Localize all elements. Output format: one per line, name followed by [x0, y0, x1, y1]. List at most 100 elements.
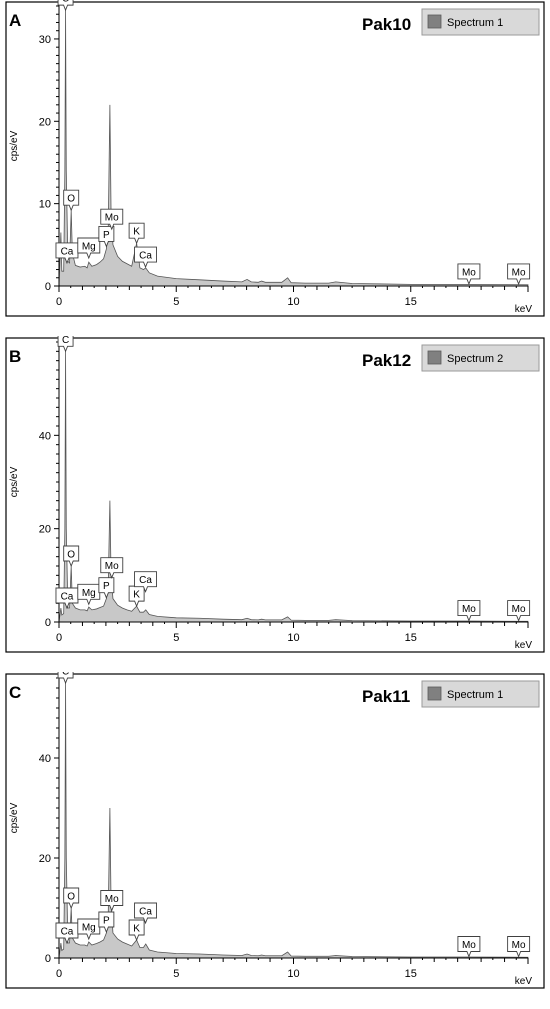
x-tick-label: 15 — [405, 296, 417, 308]
x-tick-label: 5 — [173, 968, 179, 980]
y-axis-label: cps/eV — [9, 130, 20, 161]
x-tick-label: 10 — [287, 632, 299, 644]
peak-annotation: Mo — [507, 936, 531, 958]
spectrum-panel-b: B 0 20 40 0 5 10 15 keV cps/eV Pak12 Spectrum 2 C O Ca… — [0, 336, 550, 666]
peak-annotation: Mo — [507, 263, 531, 286]
y-tick-label: 10 — [39, 199, 51, 211]
legend: Spectrum 1 — [421, 8, 540, 36]
annotation-label: Mg — [82, 588, 96, 599]
spectrum-area — [58, 351, 529, 623]
annotation-label: K — [133, 924, 140, 935]
spectrum-chart-c: C 0 20 40 0 5 10 15 keV cps/eV Pak11 Spectrum 1 C O Ca… — [5, 672, 545, 989]
legend: Spectrum 2 — [421, 344, 540, 372]
peak-annotation: Mo — [100, 208, 124, 231]
peak-annotation: K — [128, 222, 145, 245]
annotation-callout — [63, 887, 80, 910]
y-tick-label: 40 — [39, 753, 51, 765]
annotation-callout — [507, 936, 531, 958]
annotation-label: C — [62, 0, 69, 5]
chart-title: Pak12 — [362, 351, 411, 370]
y-tick-label: 20 — [39, 116, 51, 128]
annotation-label: Mo — [512, 604, 526, 615]
panel-letter: C — [9, 683, 21, 702]
annotation-callout — [57, 672, 74, 685]
annotation-callout — [507, 263, 531, 286]
annotation-callout — [457, 263, 481, 286]
x-tick-label: 15 — [405, 632, 417, 644]
peak-annotation: Mo — [100, 890, 124, 912]
x-tick-label: 5 — [173, 296, 179, 308]
annotation-label: C — [62, 336, 69, 346]
annotation-label: Mo — [512, 940, 526, 951]
annotation-callout — [98, 577, 115, 599]
peak-annotation: C — [57, 336, 74, 353]
panel-letter: A — [9, 11, 21, 30]
x-tick-label: 15 — [405, 968, 417, 980]
spectrum-panel-c: C 0 20 40 0 5 10 15 keV cps/eV Pak11 Spectrum 1 C O Ca… — [0, 672, 550, 1002]
y-tick-label: 20 — [39, 524, 51, 536]
spectrum-panel-a: A 0 10 20 30 0 5 10 15 keV cps/eV Pak10 Spectrum 1 C O… — [0, 0, 550, 330]
plot-frame — [5, 337, 545, 653]
annotation-callout — [457, 936, 481, 958]
spectrum-chart-a: A 0 10 20 30 0 5 10 15 keV cps/eV Pak10 Spectrum 1 C O… — [5, 0, 545, 317]
x-axis-label: keV — [515, 640, 533, 651]
peak-annotation: P — [98, 226, 115, 248]
x-tick-label: 10 — [287, 968, 299, 980]
x-tick-label: 10 — [287, 296, 299, 308]
peak-annotation: Mo — [457, 263, 481, 286]
plot-frame — [5, 673, 545, 989]
panel-letter: B — [9, 347, 21, 366]
annotation-callout — [100, 557, 124, 579]
x-axis-label: keV — [515, 976, 533, 987]
legend-box — [421, 680, 540, 708]
legend-label: Spectrum 1 — [447, 689, 503, 701]
annotation-label: P — [103, 230, 110, 241]
annotation-label: P — [103, 916, 110, 927]
plot-frame — [5, 1, 545, 317]
annotation-callout — [457, 600, 481, 622]
annotation-label: O — [67, 892, 75, 903]
annotation-label: O — [67, 550, 75, 561]
annotation-callout — [63, 189, 80, 212]
peak-annotation: P — [98, 911, 115, 934]
legend: Spectrum 1 — [421, 680, 540, 708]
chart-title: Pak11 — [362, 687, 410, 706]
y-tick-label: 0 — [45, 281, 51, 293]
y-axis-label: cps/eV — [9, 466, 20, 497]
annotation-callout — [98, 226, 115, 248]
y-axis-label: cps/eV — [9, 802, 20, 833]
annotation-callout — [134, 246, 157, 269]
peak-annotation: O — [63, 189, 80, 212]
peak-annotation: Mo — [457, 936, 481, 958]
annotation-label: P — [103, 581, 110, 592]
annotation-callout — [134, 902, 157, 925]
annotation-label: Ca — [61, 592, 74, 603]
annotation-callout — [57, 336, 74, 353]
legend-box — [421, 344, 540, 372]
annotation-label: Mo — [105, 894, 119, 905]
annotation-label: Mo — [462, 267, 476, 278]
annotation-label: Ca — [139, 251, 152, 262]
x-tick-label: 0 — [56, 968, 62, 980]
annotation-label: Mo — [462, 604, 476, 615]
y-tick-label: 30 — [39, 34, 51, 46]
peak-annotation: Mo — [457, 600, 481, 622]
annotation-callout — [507, 600, 531, 622]
annotation-callout — [100, 208, 124, 231]
x-tick-label: 0 — [56, 632, 62, 644]
peak-annotation: Mo — [100, 557, 124, 579]
annotation-label: O — [67, 194, 75, 205]
spectrum-chart-b: B 0 20 40 0 5 10 15 keV cps/eV Pak12 Spectrum 2 C O Ca… — [5, 336, 545, 653]
annotation-label: Ca — [61, 927, 74, 938]
peak-annotation: C — [57, 0, 74, 12]
x-tick-label: 5 — [173, 632, 179, 644]
peak-annotation: Ca — [134, 571, 157, 593]
peak-annotation: C — [57, 672, 74, 685]
annotation-label: C — [62, 672, 69, 678]
y-tick-label: 0 — [45, 953, 51, 965]
annotation-label: Mg — [82, 242, 96, 253]
x-tick-label: 0 — [56, 296, 62, 308]
peak-annotation: O — [63, 887, 80, 910]
annotation-callout — [63, 545, 80, 568]
annotation-callout — [100, 890, 124, 912]
